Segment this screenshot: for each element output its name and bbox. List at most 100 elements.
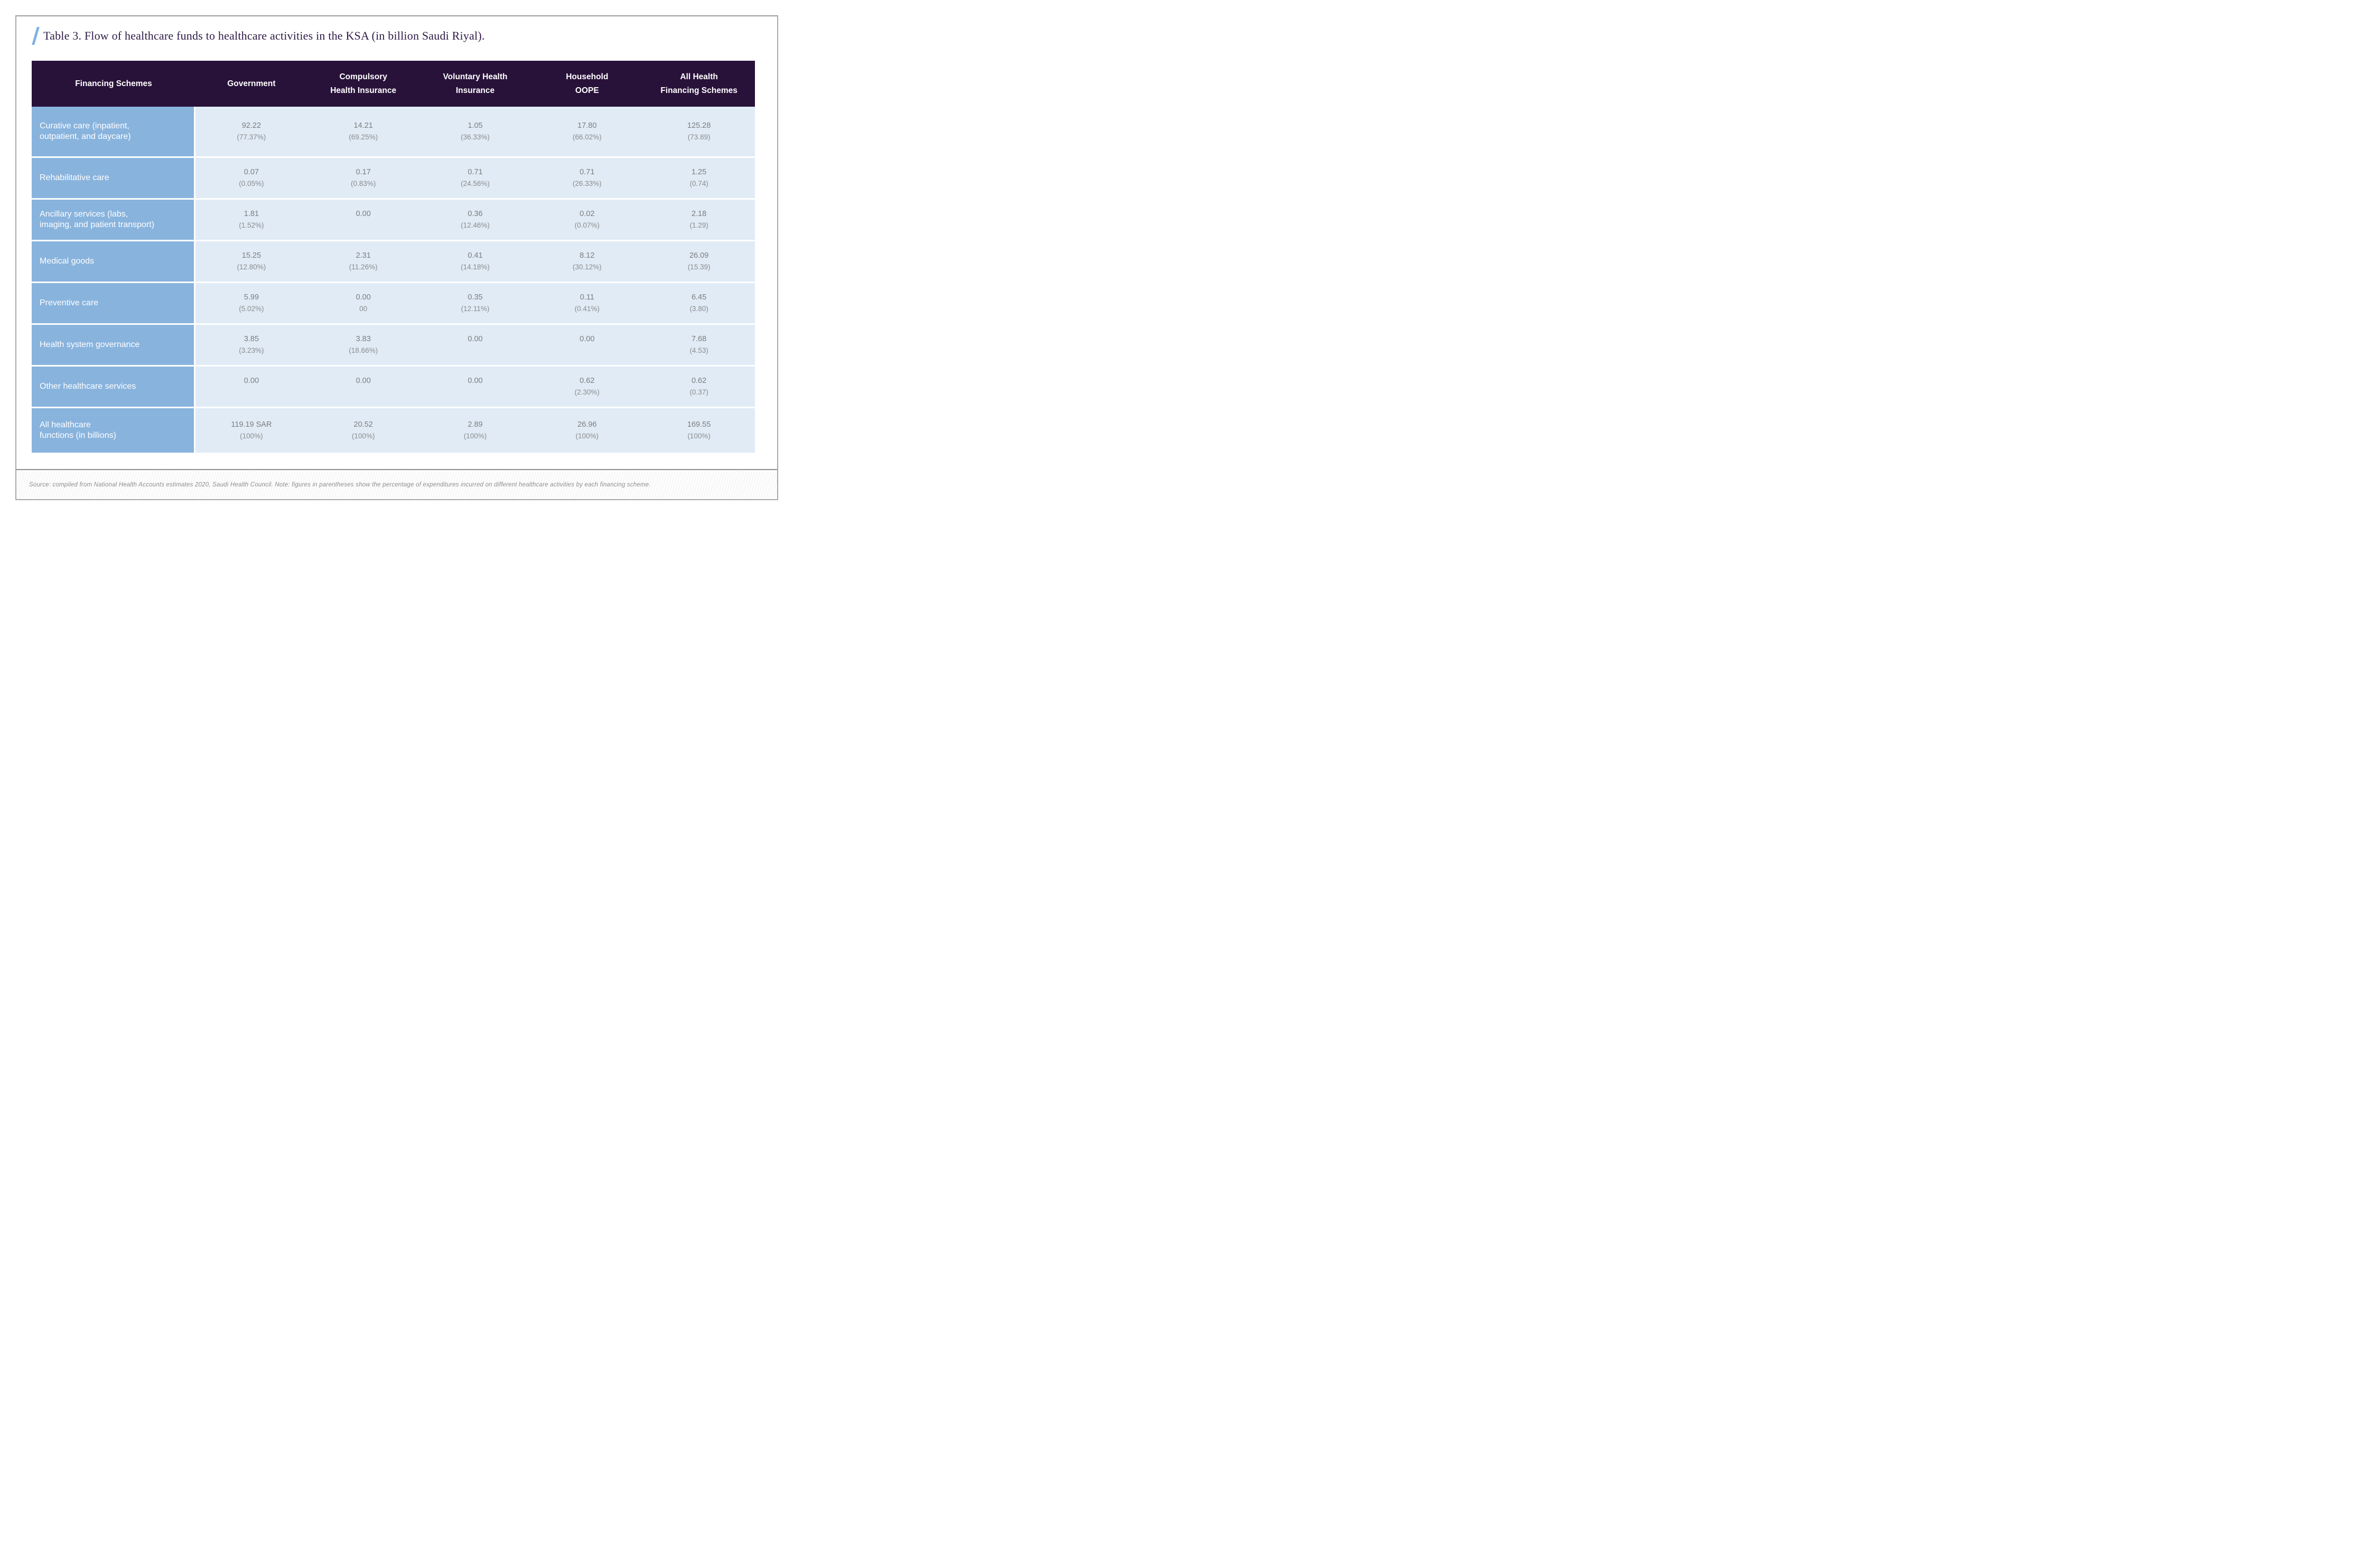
cell-percent: (0.05%): [239, 180, 264, 187]
cell-percent: (26.33%): [572, 180, 602, 187]
data-cell: 0.00 00: [307, 283, 419, 323]
cell-value: 5.99: [244, 293, 259, 302]
column-gap: [194, 158, 195, 198]
data-cell: 0.62 (0.37): [643, 367, 755, 407]
data-cell: 7.68 (4.53): [643, 325, 755, 365]
cell-percent: (100%): [687, 432, 711, 440]
table-row: Other healthcare services 0.00 0.00 0.00…: [32, 365, 755, 407]
source-note: Source: compiled from National Health Ac…: [29, 482, 651, 488]
column-header: Financing Schemes: [75, 79, 152, 88]
column-header: Voluntary Health Insurance: [443, 72, 508, 95]
data-cell: 2.31 (11.26%): [307, 241, 419, 282]
column-gap: [194, 367, 195, 407]
data-cell: 3.85 (3.23%): [195, 325, 307, 365]
cell-value: 2.89: [468, 420, 483, 429]
row-cells: 119.19 SAR (100%) 20.52 (100%) 2.89 (100…: [195, 408, 755, 453]
cell-value: 169.55: [687, 420, 711, 429]
cell-value: 1.05: [468, 121, 483, 130]
data-cell: 0.35 (12.11%): [419, 283, 531, 323]
data-cell: 20.52 (100%): [307, 408, 419, 453]
row-cells: 92.22 (77.37%) 14.21 (69.25%) 1.05 (36.3…: [195, 107, 755, 156]
data-cell: 26.09 (15.39): [643, 241, 755, 282]
row-header: All healthcare functions (in billions): [32, 408, 194, 453]
cell-value: 0.00: [356, 210, 371, 218]
data-cell: 1.81 (1.52%): [195, 200, 307, 240]
data-cell: 119.19 SAR (100%): [195, 408, 307, 453]
cell-percent: (18.66%): [349, 346, 378, 354]
row-header: Medical goods: [32, 241, 194, 282]
cell-value: 15.25: [241, 251, 262, 260]
table-row: Preventive care 5.99 (5.02%) 0.00 00 0.3…: [32, 282, 755, 323]
cell-percent: (0.83%): [351, 180, 376, 187]
cell-value: 119.19 SAR: [231, 420, 272, 429]
cell-value: 0.07: [244, 168, 259, 176]
data-cell: 169.55 (100%): [643, 408, 755, 453]
cell-percent: (12.80%): [237, 263, 266, 271]
data-cell: 8.12 (30.12%): [531, 241, 643, 282]
cell-percent: (0.07%): [574, 221, 600, 229]
data-cell: 0.41 (14.18%): [419, 241, 531, 282]
table-row: Curative care (inpatient, outpatient, an…: [32, 107, 755, 156]
cell-value: 8.12: [580, 251, 595, 260]
cell-percent: (1.52%): [239, 221, 264, 229]
cell-value: 0.35: [468, 293, 483, 302]
table-row: Health system governance 3.85 (3.23%) 3.…: [32, 323, 755, 365]
cell-percent: (12.11%): [461, 305, 490, 313]
column-gap: [194, 283, 195, 323]
cell-percent: (69.25%): [349, 133, 378, 141]
data-cell: 26.96 (100%): [531, 408, 643, 453]
table-row: Rehabilitative care 0.07 (0.05%) 0.17 (0…: [32, 156, 755, 198]
table-row: Ancillary services (labs, imaging, and p…: [32, 198, 755, 240]
healthcare-funds-table: Financing Schemes Government Compulsory …: [32, 61, 755, 453]
cell-value: 1.81: [244, 210, 259, 218]
data-cell: 15.25 (12.80%): [195, 241, 307, 282]
data-cell: 125.28 (73.89): [643, 107, 755, 156]
page-title: Table 3. Flow of healthcare funds to hea…: [43, 29, 485, 42]
cell-value: 125.28: [687, 121, 711, 130]
cell-value: 0.00: [356, 293, 371, 302]
cell-percent: (100%): [463, 432, 487, 440]
cell-percent: (0.41%): [574, 305, 600, 313]
data-cell: 3.83 (18.66%): [307, 325, 419, 365]
cell-value: 0.62: [691, 377, 707, 385]
cell-percent: (100%): [351, 432, 375, 440]
cell-value: 0.00: [468, 377, 483, 385]
column-header: Government: [227, 79, 276, 88]
cell-percent: (36.33%): [461, 133, 490, 141]
cell-percent: (3.23%): [239, 346, 264, 354]
cell-value: 0.02: [580, 210, 595, 218]
cell-value: 0.71: [468, 168, 483, 176]
cell-value: 2.18: [691, 210, 707, 218]
cell-percent: (14.18%): [461, 263, 490, 271]
column-gap: [194, 107, 195, 156]
data-cell: 0.00: [419, 367, 531, 407]
column-gap: [194, 200, 195, 240]
cell-value: 1.25: [691, 168, 707, 176]
cell-value: 0.41: [468, 251, 483, 260]
row-cells: 3.85 (3.23%) 3.83 (18.66%) 0.00 0.00 7.6…: [195, 325, 755, 365]
column-header: Household OOPE: [566, 72, 609, 95]
cell-value: 0.11: [580, 293, 594, 302]
cell-percent: (30.12%): [572, 263, 602, 271]
data-cell: 2.89 (100%): [419, 408, 531, 453]
row-cells: 5.99 (5.02%) 0.00 00 0.35 (12.11%) 0.11 …: [195, 283, 755, 323]
cell-value: 0.36: [468, 210, 483, 218]
row-header: Curative care (inpatient, outpatient, an…: [32, 107, 194, 156]
cell-percent: (24.56%): [461, 180, 490, 187]
column-header: All Health Financing Schemes: [660, 72, 738, 95]
cell-percent: (66.02%): [572, 133, 602, 141]
table-row: All healthcare functions (in billions) 1…: [32, 407, 755, 453]
cell-value: 3.85: [244, 335, 259, 343]
footer-divider: [16, 469, 777, 470]
row-cells: 1.81 (1.52%) 0.00 0.36 (12.46%) 0.02 (0.…: [195, 200, 755, 240]
data-cell: 0.11 (0.41%): [531, 283, 643, 323]
title-block: Table 3. Flow of healthcare funds to hea…: [32, 27, 485, 45]
row-header: Ancillary services (labs, imaging, and p…: [32, 200, 194, 240]
data-cell: 0.07 (0.05%): [195, 158, 307, 198]
cell-value: 3.83: [356, 335, 371, 343]
cell-value: 17.80: [577, 121, 597, 130]
data-cell: 5.99 (5.02%): [195, 283, 307, 323]
data-cell: 0.02 (0.07%): [531, 200, 643, 240]
cell-percent: (100%): [575, 432, 599, 440]
data-cell: 0.00: [531, 325, 643, 365]
